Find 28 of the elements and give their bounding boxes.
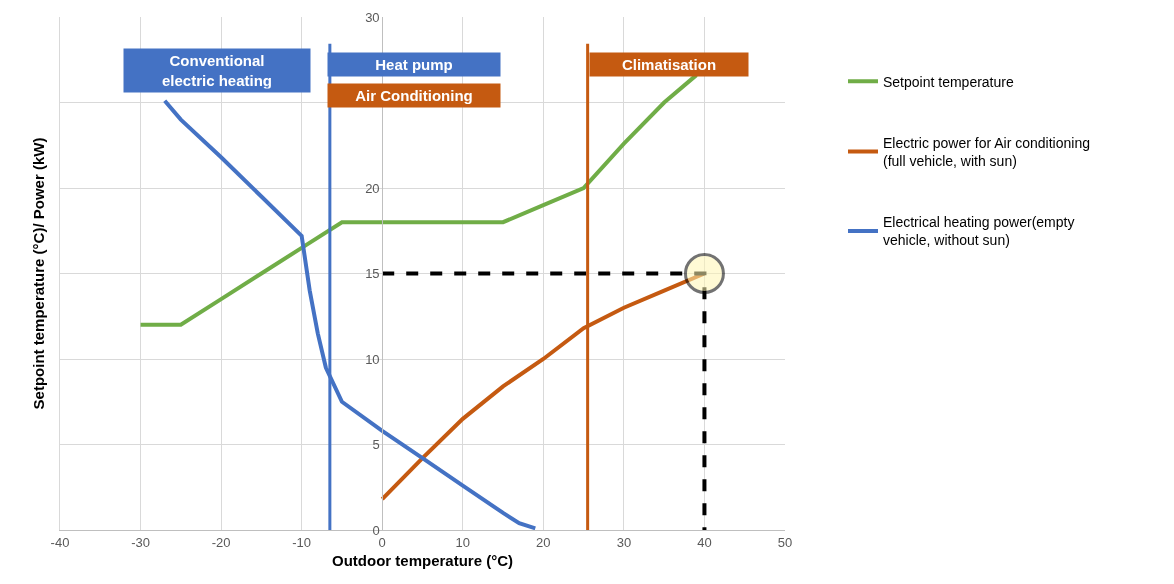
x-tick-label: 20 <box>536 534 551 550</box>
y-tick-label: 30 <box>365 9 380 25</box>
x-tick-label: 30 <box>616 534 632 550</box>
y-tick-label: 15 <box>365 266 380 282</box>
x-tick-label: 40 <box>697 534 712 550</box>
y-tick-label: 10 <box>365 351 380 367</box>
y-tick-label: 5 <box>372 437 380 453</box>
text-box: Heat pump <box>327 52 501 77</box>
x-axis-title: Outdoor temperature (°C) <box>331 551 514 569</box>
legend-label: Setpoint temperature <box>883 73 1014 90</box>
y-tick-label: 20 <box>365 180 380 196</box>
annotation: Conventional electric heating <box>161 52 273 89</box>
x-tick-label: -10 <box>292 534 312 550</box>
x-tick-label: -30 <box>131 534 150 550</box>
text-box: Air Conditioning <box>327 83 501 108</box>
annotation: Climatisation <box>621 56 717 73</box>
x-tick-label: -40 <box>50 534 70 550</box>
annotation: Heat pump <box>375 56 453 73</box>
text-box: Climatisation <box>589 52 749 77</box>
legend-label: Electrical heating power(empty vehicle, without sun) <box>883 214 1075 249</box>
y-axis-title: Setpoint temperature (°C)/ Power (kW) <box>30 137 48 410</box>
annotation: Air Conditioning <box>355 87 473 104</box>
x-tick-label: 50 <box>777 534 793 550</box>
x-tick-label: 10 <box>455 534 471 550</box>
x-tick-label: -20 <box>211 534 231 550</box>
y-tick-label: 0 <box>372 522 380 538</box>
legend-label: Electric power for Air conditioning (full vehicle, with sun) <box>883 134 1090 170</box>
text-box: Conventional electric heating <box>123 48 311 93</box>
